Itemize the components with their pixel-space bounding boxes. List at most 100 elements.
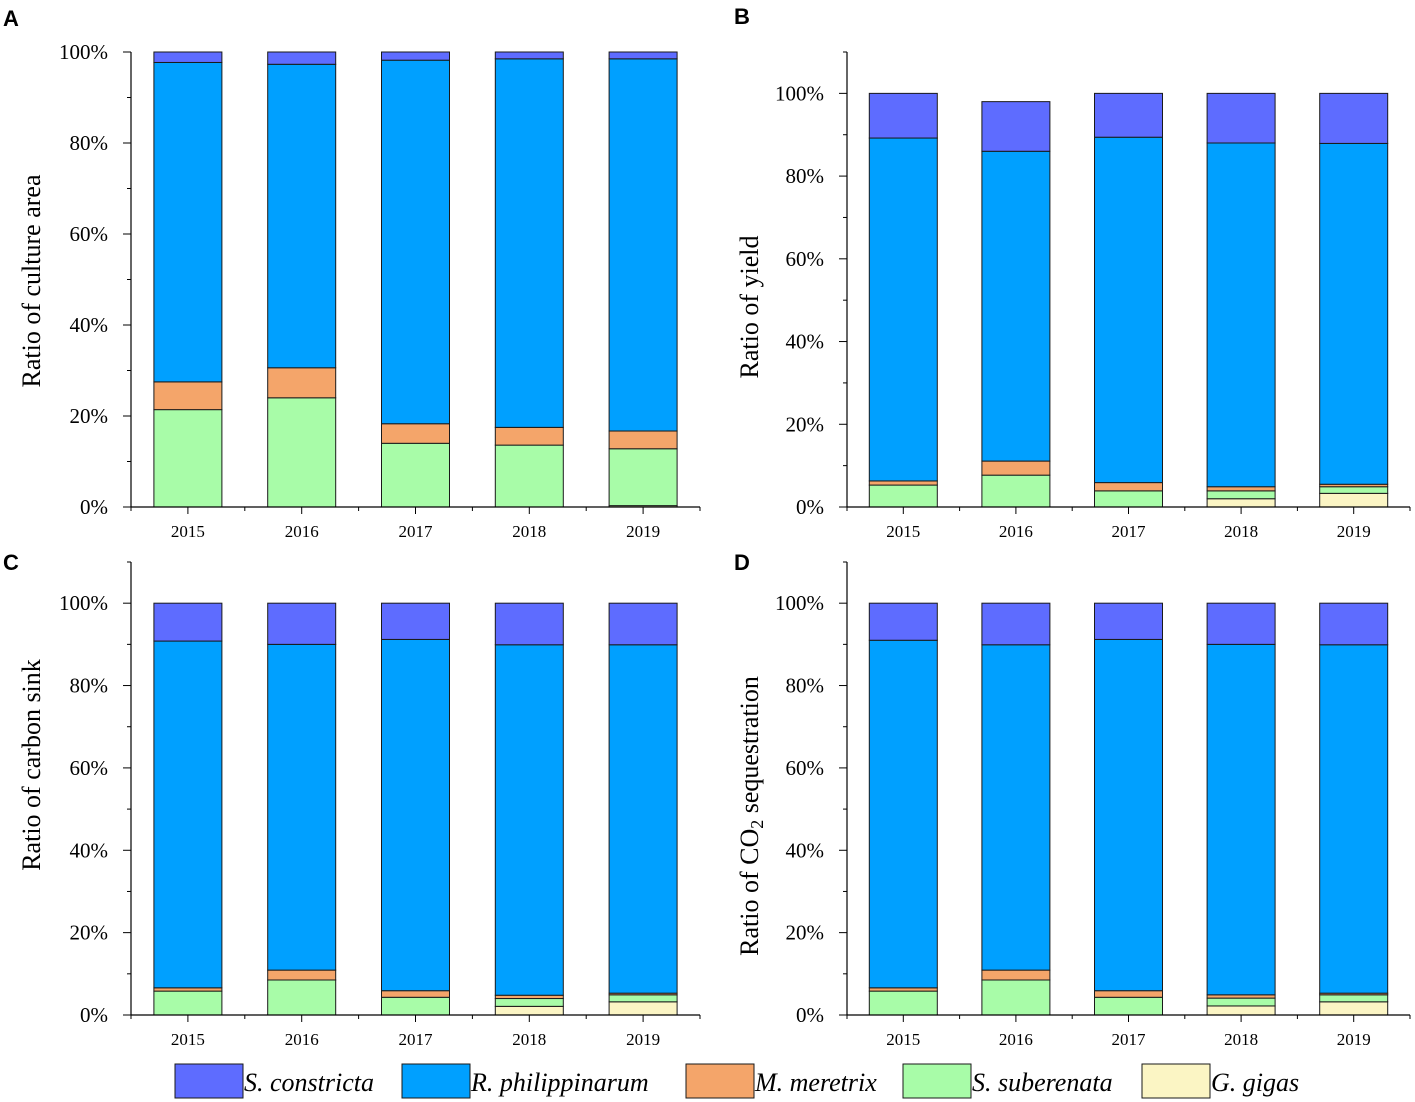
panel-c: 0% 20% 40% 60% 80% 100% 2015 2016 2017 2018 2019	[59, 561, 701, 1049]
bar-d-2019-s-suberenata	[1319, 994, 1389, 1003]
y-axis-label-a: Ratio of culture area	[17, 174, 46, 387]
bar-d-2018-g-gigas	[1206, 1005, 1276, 1016]
y-axis-label-d-sub: 2	[747, 820, 767, 829]
y-tick-label: 60%	[70, 756, 109, 780]
y-tick-label: 40%	[786, 330, 825, 354]
y-tick-label: 0%	[80, 495, 108, 519]
x-tick-label: 2017	[399, 522, 434, 541]
panel-d: 0% 20% 40% 60% 80% 100% 2015 2016 2017 2018 2019	[775, 561, 1411, 1049]
bar-c-2019-g-gigas	[608, 1001, 678, 1016]
bar-a-2019-r-philippinarum	[608, 58, 678, 432]
bar-d-2018-s-constricta	[1206, 602, 1276, 645]
y-tick-label: 100%	[775, 591, 824, 615]
legend-item: R. philippinarum	[401, 1063, 649, 1099]
bar-d-2017-r-philippinarum	[1094, 638, 1163, 992]
bar-a-2016-s-constricta	[267, 51, 337, 65]
bar-a-2017-s-suberenata	[381, 442, 450, 508]
legend-swatch	[1141, 1063, 1211, 1099]
panel-label-b: B	[734, 4, 750, 29]
bar-c-2016-m-meretrix	[267, 969, 337, 981]
bar-d-2016-s-constricta	[981, 602, 1051, 646]
x-tick-label: 2015	[886, 522, 920, 541]
bar-b-2016-m-meretrix	[981, 460, 1051, 476]
x-tick-label: 2019	[1337, 522, 1371, 541]
bar-b-2018-s-suberenata	[1206, 490, 1276, 500]
legend-swatch	[174, 1063, 244, 1099]
bar-a-2015-r-philippinarum	[153, 61, 223, 383]
bar-c-2016-s-constricta	[267, 602, 337, 645]
bar-b-2017-s-suberenata	[1094, 490, 1163, 508]
bar-c-2017-r-philippinarum	[381, 638, 450, 992]
bar-c-2018-s-suberenata	[494, 998, 564, 1007]
x-tick-label: 2016	[285, 1030, 319, 1049]
bar-a-2015-s-suberenata	[153, 409, 223, 508]
bar-a-2015-m-meretrix	[153, 381, 223, 411]
legend-item: S. suberenata	[902, 1063, 1113, 1099]
bar-b-2015-s-constricta	[868, 92, 938, 139]
x-tick-label: 2017	[399, 1030, 434, 1049]
bar-b-2019-r-philippinarum	[1319, 142, 1389, 485]
x-tick-label: 2015	[171, 522, 205, 541]
y-tick-label: 100%	[59, 591, 108, 615]
y-tick-label: 80%	[70, 131, 109, 155]
y-tick-label: 0%	[796, 1003, 824, 1027]
bar-b-2017-s-constricta	[1094, 92, 1163, 138]
y-tick-label: 40%	[70, 313, 109, 337]
y-tick-label: 20%	[786, 921, 825, 945]
legend-item: M. meretrix	[685, 1063, 877, 1099]
bar-d-2016-m-meretrix	[981, 969, 1051, 981]
bar-a-2016-s-suberenata	[267, 397, 337, 508]
bar-a-2018-s-constricta	[494, 51, 564, 60]
x-tick-label: 2018	[1224, 1030, 1258, 1049]
bar-d-2018-r-philippinarum	[1206, 643, 1276, 996]
legend-item: S. constricta	[174, 1063, 374, 1099]
bar-a-2017-r-philippinarum	[381, 59, 450, 425]
bar-c-2017-s-suberenata	[381, 996, 450, 1016]
bar-d-2019-g-gigas	[1319, 1001, 1389, 1016]
bar-c-2016-s-suberenata	[267, 979, 337, 1016]
legend-swatch	[401, 1063, 471, 1099]
x-tick-label: 2016	[999, 1030, 1033, 1049]
bar-c-2018-s-constricta	[494, 602, 564, 646]
y-axis-label-c: Ratio of carbon sink	[17, 659, 46, 871]
bar-b-2019-s-suberenata	[1319, 486, 1389, 494]
bar-b-2018-r-philippinarum	[1206, 142, 1276, 488]
bar-a-2017-s-constricta	[381, 51, 450, 61]
legend-label: M. meretrix	[754, 1068, 877, 1097]
y-axis-label-d-tail: sequestration	[735, 676, 764, 820]
y-tick-label: 60%	[786, 756, 825, 780]
bar-d-2017-m-meretrix	[1094, 990, 1163, 998]
panel-label-c: C	[3, 550, 19, 575]
bar-c-2015-s-constricta	[153, 602, 223, 642]
bar-b-2018-m-meretrix	[1206, 486, 1276, 492]
x-tick-label: 2016	[285, 522, 319, 541]
bar-b-2016-r-philippinarum	[981, 150, 1051, 462]
y-tick-label: 80%	[786, 674, 825, 698]
bar-a-2019-s-suberenata	[608, 448, 678, 507]
bar-c-2017-s-constricta	[381, 602, 450, 640]
y-tick-label: 80%	[70, 674, 109, 698]
y-axis-label-b: Ratio of yield	[735, 236, 764, 379]
bar-b-2019-g-gigas	[1319, 492, 1389, 508]
legend-swatch	[685, 1063, 755, 1099]
y-tick-label: 0%	[796, 495, 824, 519]
legend: S. constricta R. philippinarum M. meretrix…	[174, 1063, 1299, 1099]
bar-d-2017-s-constricta	[1094, 602, 1163, 640]
bar-b-2017-m-meretrix	[1094, 482, 1163, 492]
bar-b-2018-g-gigas	[1206, 498, 1276, 508]
panel-label-a: A	[3, 6, 19, 31]
legend-swatch	[902, 1063, 972, 1099]
legend-label: S. suberenata	[972, 1068, 1113, 1097]
bar-d-2015-s-suberenata	[868, 990, 938, 1016]
y-tick-label: 60%	[786, 247, 825, 271]
x-tick-label: 2019	[626, 1030, 660, 1049]
bar-a-2017-m-meretrix	[381, 423, 450, 444]
plots: 0%20%40%60%80%100%2015 2016 2017 2018 20190%…	[59, 40, 1411, 1049]
y-axis-label-d: Ratio of CO2 sequestration	[735, 676, 767, 956]
bar-b-2019-s-constricta	[1319, 92, 1389, 144]
x-tick-label: 2019	[626, 522, 660, 541]
bar-b-2016-s-suberenata	[981, 474, 1051, 508]
panel-a: 0% 20% 40% 60% 80% 100% 2015 2016 2017 2018 2019	[59, 40, 701, 541]
bar-d-2015-r-philippinarum	[868, 639, 938, 989]
bar-b-2018-s-constricta	[1206, 92, 1276, 144]
